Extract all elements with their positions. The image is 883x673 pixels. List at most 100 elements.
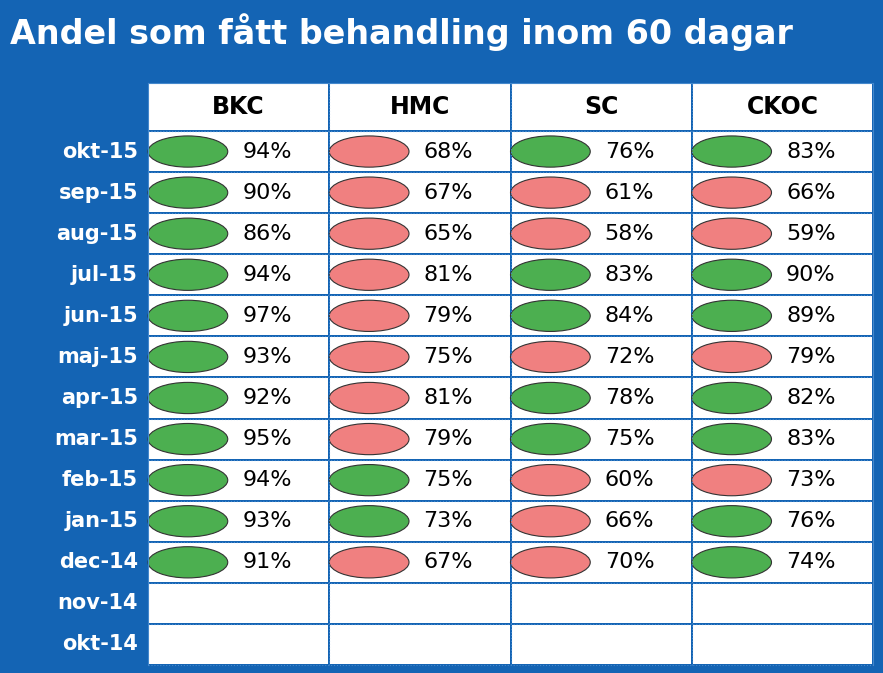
Text: 84%: 84% bbox=[605, 306, 654, 326]
Ellipse shape bbox=[691, 300, 772, 332]
Text: SC: SC bbox=[584, 95, 618, 119]
FancyBboxPatch shape bbox=[693, 460, 872, 499]
Ellipse shape bbox=[329, 464, 409, 496]
FancyBboxPatch shape bbox=[693, 501, 872, 541]
FancyBboxPatch shape bbox=[330, 337, 509, 376]
Ellipse shape bbox=[510, 546, 590, 578]
FancyBboxPatch shape bbox=[511, 625, 691, 664]
FancyBboxPatch shape bbox=[693, 173, 872, 212]
Ellipse shape bbox=[510, 464, 590, 496]
Ellipse shape bbox=[329, 259, 409, 290]
Text: mar-15: mar-15 bbox=[54, 429, 138, 449]
Ellipse shape bbox=[510, 177, 590, 208]
Ellipse shape bbox=[691, 505, 772, 537]
Ellipse shape bbox=[329, 423, 409, 455]
Ellipse shape bbox=[329, 177, 409, 208]
Ellipse shape bbox=[329, 546, 409, 578]
Ellipse shape bbox=[691, 464, 772, 496]
Ellipse shape bbox=[148, 177, 228, 208]
FancyBboxPatch shape bbox=[330, 584, 509, 623]
FancyBboxPatch shape bbox=[511, 132, 691, 171]
FancyBboxPatch shape bbox=[693, 84, 872, 130]
FancyBboxPatch shape bbox=[693, 255, 872, 294]
Ellipse shape bbox=[510, 300, 590, 332]
Text: 75%: 75% bbox=[605, 429, 654, 449]
FancyBboxPatch shape bbox=[511, 296, 691, 335]
Ellipse shape bbox=[510, 136, 590, 167]
FancyBboxPatch shape bbox=[149, 378, 328, 417]
Text: 72%: 72% bbox=[605, 347, 654, 367]
Text: 93%: 93% bbox=[242, 511, 291, 531]
Text: 83%: 83% bbox=[786, 141, 835, 162]
FancyBboxPatch shape bbox=[693, 584, 872, 623]
Ellipse shape bbox=[691, 382, 772, 414]
Ellipse shape bbox=[148, 382, 228, 414]
FancyBboxPatch shape bbox=[511, 214, 691, 253]
Ellipse shape bbox=[691, 341, 772, 373]
Text: 60%: 60% bbox=[605, 470, 654, 490]
Text: apr-15: apr-15 bbox=[61, 388, 138, 408]
FancyBboxPatch shape bbox=[149, 296, 328, 335]
FancyBboxPatch shape bbox=[511, 584, 691, 623]
Text: Andel som fått behandling inom 60 dagar: Andel som fått behandling inom 60 dagar bbox=[10, 13, 793, 51]
Text: 94%: 94% bbox=[242, 470, 291, 490]
FancyBboxPatch shape bbox=[149, 542, 328, 582]
FancyBboxPatch shape bbox=[149, 255, 328, 294]
Text: 59%: 59% bbox=[786, 223, 835, 244]
Ellipse shape bbox=[148, 546, 228, 578]
Text: 67%: 67% bbox=[424, 182, 473, 203]
Ellipse shape bbox=[148, 300, 228, 332]
Ellipse shape bbox=[148, 423, 228, 455]
FancyBboxPatch shape bbox=[149, 214, 328, 253]
Text: feb-15: feb-15 bbox=[62, 470, 138, 490]
FancyBboxPatch shape bbox=[511, 419, 691, 458]
FancyBboxPatch shape bbox=[149, 173, 328, 212]
Ellipse shape bbox=[148, 505, 228, 537]
Ellipse shape bbox=[329, 341, 409, 373]
Ellipse shape bbox=[148, 218, 228, 249]
FancyBboxPatch shape bbox=[511, 337, 691, 376]
Text: 81%: 81% bbox=[424, 264, 473, 285]
FancyBboxPatch shape bbox=[330, 542, 509, 582]
Text: 70%: 70% bbox=[605, 553, 654, 572]
Text: jul-15: jul-15 bbox=[72, 264, 138, 285]
Ellipse shape bbox=[691, 546, 772, 578]
Text: 66%: 66% bbox=[786, 182, 835, 203]
Text: 73%: 73% bbox=[786, 470, 835, 490]
Text: CKOC: CKOC bbox=[746, 95, 819, 119]
Text: 75%: 75% bbox=[424, 470, 473, 490]
Text: 79%: 79% bbox=[424, 429, 473, 449]
Text: BKC: BKC bbox=[212, 95, 265, 119]
Text: 91%: 91% bbox=[242, 553, 291, 572]
FancyBboxPatch shape bbox=[149, 460, 328, 499]
FancyBboxPatch shape bbox=[330, 84, 509, 130]
Text: 75%: 75% bbox=[424, 347, 473, 367]
FancyBboxPatch shape bbox=[693, 337, 872, 376]
FancyBboxPatch shape bbox=[330, 173, 509, 212]
Ellipse shape bbox=[510, 218, 590, 249]
Ellipse shape bbox=[691, 423, 772, 455]
FancyBboxPatch shape bbox=[330, 132, 509, 171]
Text: 83%: 83% bbox=[605, 264, 654, 285]
FancyBboxPatch shape bbox=[511, 84, 691, 130]
Ellipse shape bbox=[691, 259, 772, 290]
Text: 93%: 93% bbox=[242, 347, 291, 367]
Ellipse shape bbox=[691, 218, 772, 249]
FancyBboxPatch shape bbox=[330, 625, 509, 664]
Ellipse shape bbox=[329, 218, 409, 249]
FancyBboxPatch shape bbox=[149, 501, 328, 541]
FancyBboxPatch shape bbox=[149, 625, 328, 664]
FancyBboxPatch shape bbox=[511, 501, 691, 541]
Ellipse shape bbox=[510, 259, 590, 290]
Text: okt-15: okt-15 bbox=[62, 141, 138, 162]
Ellipse shape bbox=[329, 382, 409, 414]
Text: 90%: 90% bbox=[786, 264, 835, 285]
Text: 74%: 74% bbox=[786, 553, 835, 572]
Ellipse shape bbox=[148, 259, 228, 290]
Text: 66%: 66% bbox=[605, 511, 654, 531]
Ellipse shape bbox=[510, 505, 590, 537]
Ellipse shape bbox=[329, 136, 409, 167]
FancyBboxPatch shape bbox=[330, 501, 509, 541]
Text: 97%: 97% bbox=[242, 306, 291, 326]
FancyBboxPatch shape bbox=[330, 255, 509, 294]
